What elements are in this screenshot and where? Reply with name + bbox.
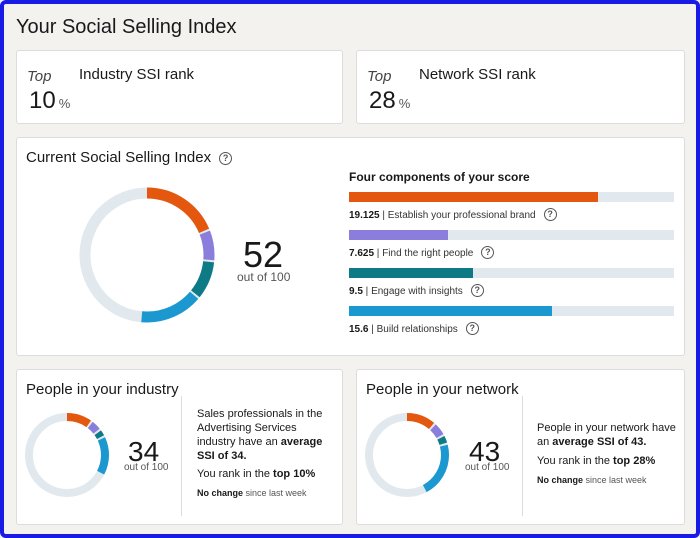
network-score: 43	[469, 436, 501, 467]
industry-change: No change since last week	[197, 488, 307, 498]
industry-rank-value: 10	[29, 87, 56, 114]
donut-segment-brand	[25, 413, 109, 497]
component-bar-find	[349, 230, 674, 240]
component-label-brand: 19.125 | Establish your professional bra…	[349, 208, 557, 221]
industry-desc-text: Sales professionals in the Advertising S…	[197, 408, 323, 448]
network-card	[356, 369, 685, 525]
network-divider	[522, 396, 523, 516]
component-bar-brand	[349, 192, 674, 202]
donut-segment-build	[25, 413, 109, 497]
industry-rank-unit: %	[58, 96, 71, 111]
industry-title: People in your industry	[26, 381, 179, 398]
component-label-find: 7.625 | Find the right people?	[349, 246, 495, 259]
network-title: People in your network	[366, 381, 519, 398]
component-value-engage: 9.5	[349, 286, 363, 297]
component-bar-fill-build	[349, 306, 552, 316]
network-rank-value: 28	[369, 87, 396, 114]
help-icon[interactable]: ?	[543, 208, 557, 221]
current-ssi-out-of: out of 100	[237, 270, 291, 284]
current-ssi-title: Current Social Selling Index	[26, 149, 212, 166]
component-value-brand: 19.125	[349, 210, 380, 221]
industry-change-bold: No change	[197, 488, 244, 498]
help-icon[interactable]: ?	[219, 152, 233, 165]
network-rank-card: Top Network SSI rank 28%	[356, 50, 685, 124]
industry-card	[16, 369, 343, 525]
components-title: Four components of your score	[349, 170, 530, 184]
industry-rank-card: Top Industry SSI rank 10%	[16, 50, 343, 124]
industry-donut	[25, 413, 109, 497]
industry-rank-label: Industry SSI rank	[79, 66, 195, 83]
network-rank-value-row: 28%	[369, 87, 410, 115]
industry-desc-bold: average SSI of 34.	[197, 436, 323, 462]
industry-rank-bold: top 10%	[273, 468, 316, 480]
donut-segment-brand	[79, 187, 215, 323]
component-bar-build	[349, 306, 674, 316]
page-title: Your Social Selling Index	[16, 16, 237, 38]
component-value-find: 7.625	[349, 248, 375, 259]
donut-segment-build	[79, 187, 215, 323]
component-name-engage: Engage with insights	[371, 286, 463, 297]
industry-divider	[181, 396, 182, 516]
network-rank-bold: top 28%	[613, 455, 656, 467]
component-bar-fill-engage	[349, 268, 473, 278]
component-value-build: 15.6	[349, 324, 369, 335]
network-desc-text: People in your network have an	[537, 422, 676, 448]
industry-rank-top-label: Top	[27, 68, 52, 85]
industry-rank-text: You rank in the	[197, 468, 274, 480]
industry-score: 34	[128, 436, 160, 467]
network-donut	[365, 413, 449, 497]
donut-segment-build	[365, 413, 449, 497]
component-label-build: 15.6 | Build relationships?	[349, 322, 479, 335]
component-bar-fill-find	[349, 230, 449, 240]
network-desc-bold: average SSI of 43.	[552, 436, 647, 448]
industry-change-text: since last week	[243, 488, 307, 498]
help-icon[interactable]: ?	[470, 284, 484, 297]
industry-rank-value-row: 10%	[29, 87, 70, 115]
component-bar-engage	[349, 268, 674, 278]
network-out-of: out of 100	[465, 462, 510, 473]
network-rank-label: Network SSI rank	[419, 66, 536, 83]
component-name-build: Build relationships	[376, 324, 458, 335]
network-change: No change since last week	[537, 475, 647, 485]
component-name-find: Find the right people	[382, 248, 474, 259]
industry-rank-line: You rank in the top 10%	[197, 468, 315, 480]
network-change-text: since last week	[583, 475, 647, 485]
component-name-brand: Establish your professional brand	[387, 210, 536, 221]
network-description: People in your network have an average S…	[537, 421, 677, 449]
donut-segment-brand	[365, 413, 449, 497]
current-ssi-donut	[79, 187, 215, 323]
component-label-engage: 9.5 | Engage with insights?	[349, 284, 484, 297]
network-rank-line: You rank in the top 28%	[537, 455, 655, 467]
help-icon[interactable]: ?	[481, 246, 495, 259]
network-rank-unit: %	[398, 96, 411, 111]
current-ssi-title-row: Current Social Selling Index?	[26, 149, 233, 166]
help-icon[interactable]: ?	[465, 322, 479, 335]
industry-out-of: out of 100	[124, 462, 169, 473]
industry-description: Sales professionals in the Advertising S…	[197, 407, 332, 463]
component-bar-fill-brand	[349, 192, 598, 202]
donut-segment-find	[79, 187, 215, 323]
network-rank-top-label: Top	[367, 68, 392, 85]
current-ssi-score: 52	[243, 234, 284, 275]
network-rank-text: You rank in the	[537, 455, 614, 467]
network-change-bold: No change	[537, 475, 584, 485]
